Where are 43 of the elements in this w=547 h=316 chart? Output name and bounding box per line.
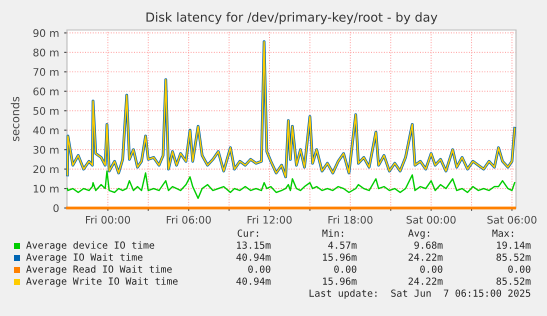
legend-label: Average Read IO Wait time xyxy=(26,265,172,275)
y-tick-label: 30 m xyxy=(33,146,58,154)
y-tick-label: 50 m xyxy=(33,106,58,115)
y-tick-label: 40 m xyxy=(33,126,58,134)
text: Last update: Sat Jun 7 06:15:00 2025 xyxy=(310,289,530,299)
x-tick-label: Fri 06:00 xyxy=(166,216,211,224)
y-tick-label: 20 m xyxy=(33,165,58,174)
chart-title: Disk latency for /dev/primary-key/root - by day xyxy=(146,12,438,24)
text: 40.94m xyxy=(236,277,271,285)
x-tick-label: Fri 00:00 xyxy=(86,216,130,224)
text: 15.96m xyxy=(323,277,357,285)
text: 19.14m xyxy=(497,241,531,249)
text: Cur: xyxy=(238,229,258,237)
x-tick-label: Fri 18:00 xyxy=(328,216,372,224)
y-tick-label: 0 xyxy=(53,204,59,212)
x-tick-label: Sat 06:00 xyxy=(487,216,536,224)
y-tick-label: 80 m xyxy=(33,48,58,56)
text: Avg: xyxy=(408,230,430,239)
text: 40.94m xyxy=(236,253,271,261)
text: Min: xyxy=(322,229,344,237)
y-tick-label: 70 m xyxy=(34,68,58,76)
text: 9.68m xyxy=(414,241,443,249)
x-tick-label: Fri 12:00 xyxy=(248,216,292,224)
legend-label: Average Write IO Wait time xyxy=(26,277,178,287)
x-tick-label: Sat 00:00 xyxy=(406,216,456,224)
legend-label: Average device IO time xyxy=(26,241,154,251)
legend-label: Average IO Wait time xyxy=(26,253,142,263)
text: 85.52m xyxy=(496,253,531,261)
text: 85.52m xyxy=(496,277,531,285)
y-tick-label: 10 m xyxy=(34,184,58,193)
y-tick-label: 90 m xyxy=(33,29,58,38)
text: 24.22m xyxy=(408,277,443,285)
y-axis-title: seconds xyxy=(10,96,20,142)
text: 24.22m xyxy=(408,253,443,261)
text: Max: xyxy=(492,230,514,237)
text: 0.00 xyxy=(420,265,442,273)
text: 15.96m xyxy=(323,253,357,261)
text: 0.00 xyxy=(248,265,270,273)
text: 0.00 xyxy=(508,265,530,273)
text: 0.00 xyxy=(334,265,356,273)
text: 4.57m xyxy=(328,242,357,249)
text: 13.15m xyxy=(237,241,271,249)
y-tick-label: 60 m xyxy=(33,88,58,96)
